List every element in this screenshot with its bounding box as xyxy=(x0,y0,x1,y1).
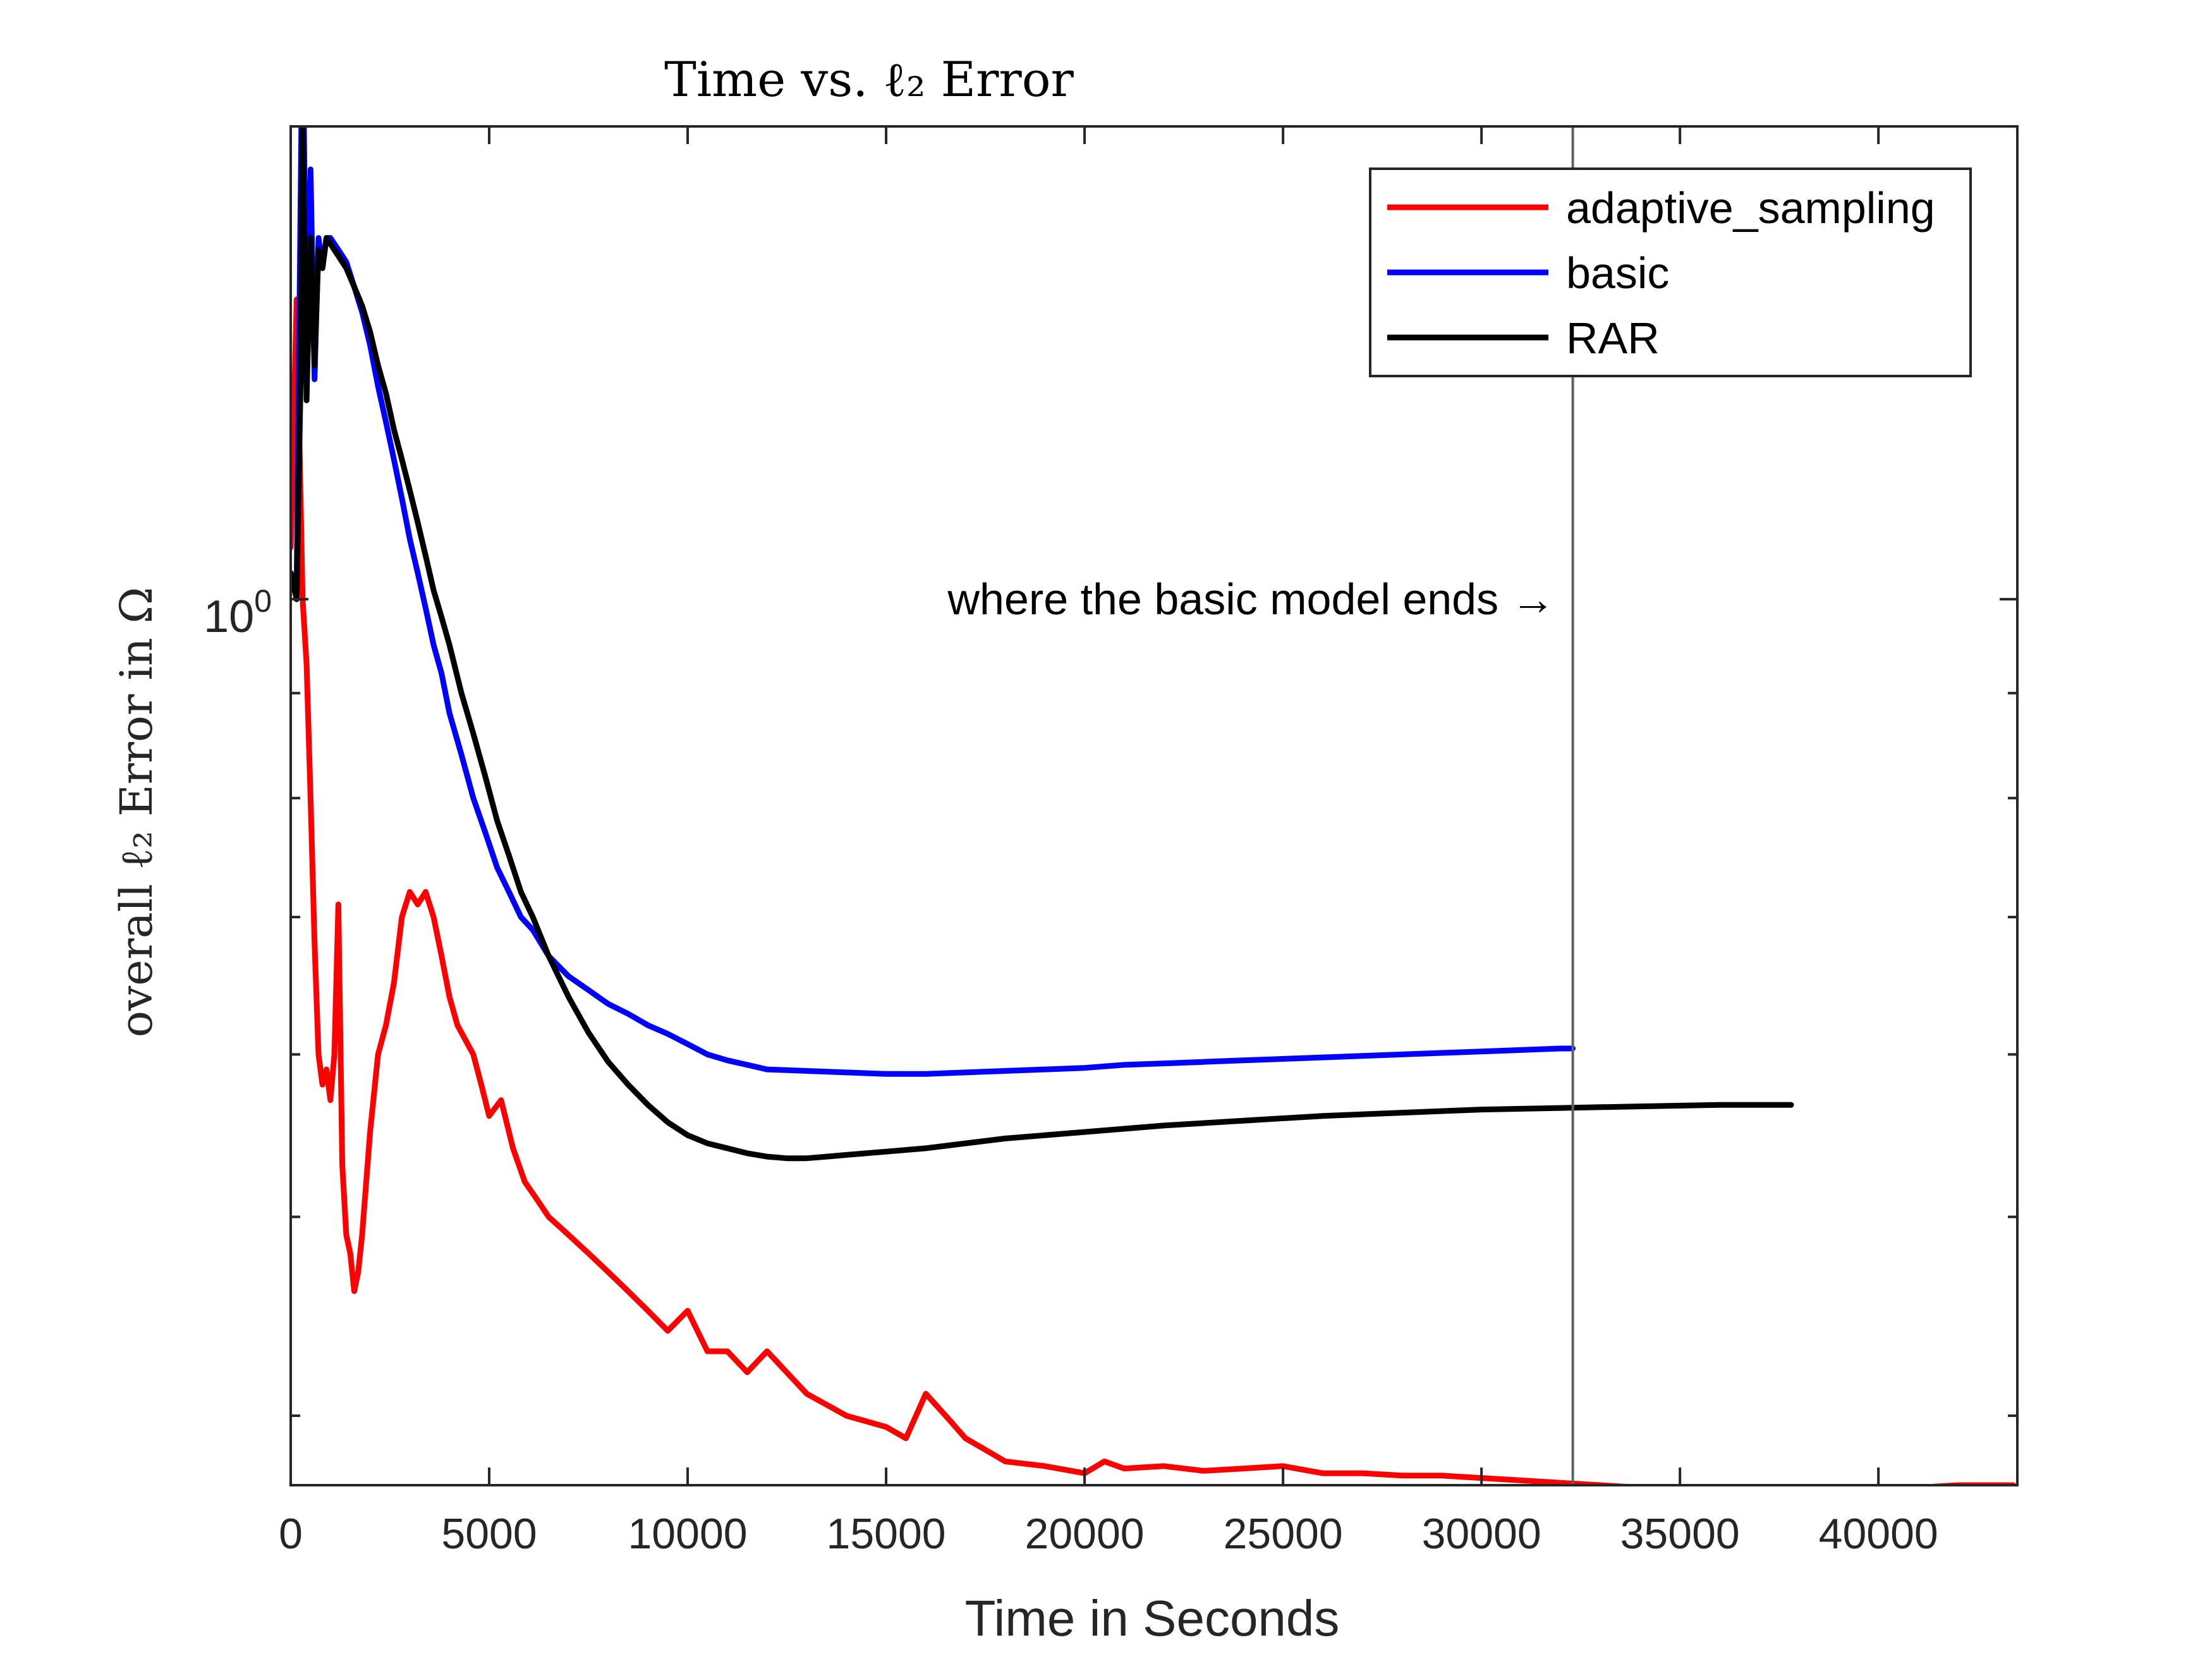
annotation-basic-model-ends: where the basic model ends → xyxy=(947,574,1555,624)
x-tick-label: 20000 xyxy=(1025,1510,1145,1558)
x-tick-label: 0 xyxy=(279,1510,303,1558)
x-tick-label: 10000 xyxy=(628,1510,747,1558)
y-tick-label-base: 10 xyxy=(204,592,254,642)
series-group xyxy=(291,126,2017,1485)
y-axis-label: overall ℓ₂ Error in Ω xyxy=(111,587,162,1038)
x-tick-label: 25000 xyxy=(1224,1510,1343,1558)
x-axis-label: Time in Seconds xyxy=(965,1590,1340,1646)
series-layer xyxy=(291,126,2017,1485)
x-tick-label: 15000 xyxy=(827,1510,946,1558)
x-tick-label: 5000 xyxy=(441,1510,537,1558)
y-tick-label: 100 xyxy=(204,583,272,642)
plot-frame xyxy=(289,125,2019,1486)
legend-label-RAR: RAR xyxy=(1566,313,1660,363)
series-line-RAR xyxy=(291,126,1794,1162)
legend-label-basic: basic xyxy=(1566,248,1669,298)
x-tick-label: 35000 xyxy=(1620,1510,1740,1558)
axes-layer: 0 5000 10000 15000 20000 25000 30000 35000 40000… xyxy=(204,125,2019,1558)
x-tick-label: 40000 xyxy=(1819,1510,1938,1558)
chart-title: Time vs. ℓ₂ Error xyxy=(664,51,1074,107)
y-tick-label-exponent: 0 xyxy=(254,583,272,619)
legend-label-adaptive-sampling: adaptive_sampling xyxy=(1566,183,1935,233)
x-tick-label: 30000 xyxy=(1422,1510,1541,1558)
series-line-adaptive-sampling xyxy=(291,296,2017,1485)
